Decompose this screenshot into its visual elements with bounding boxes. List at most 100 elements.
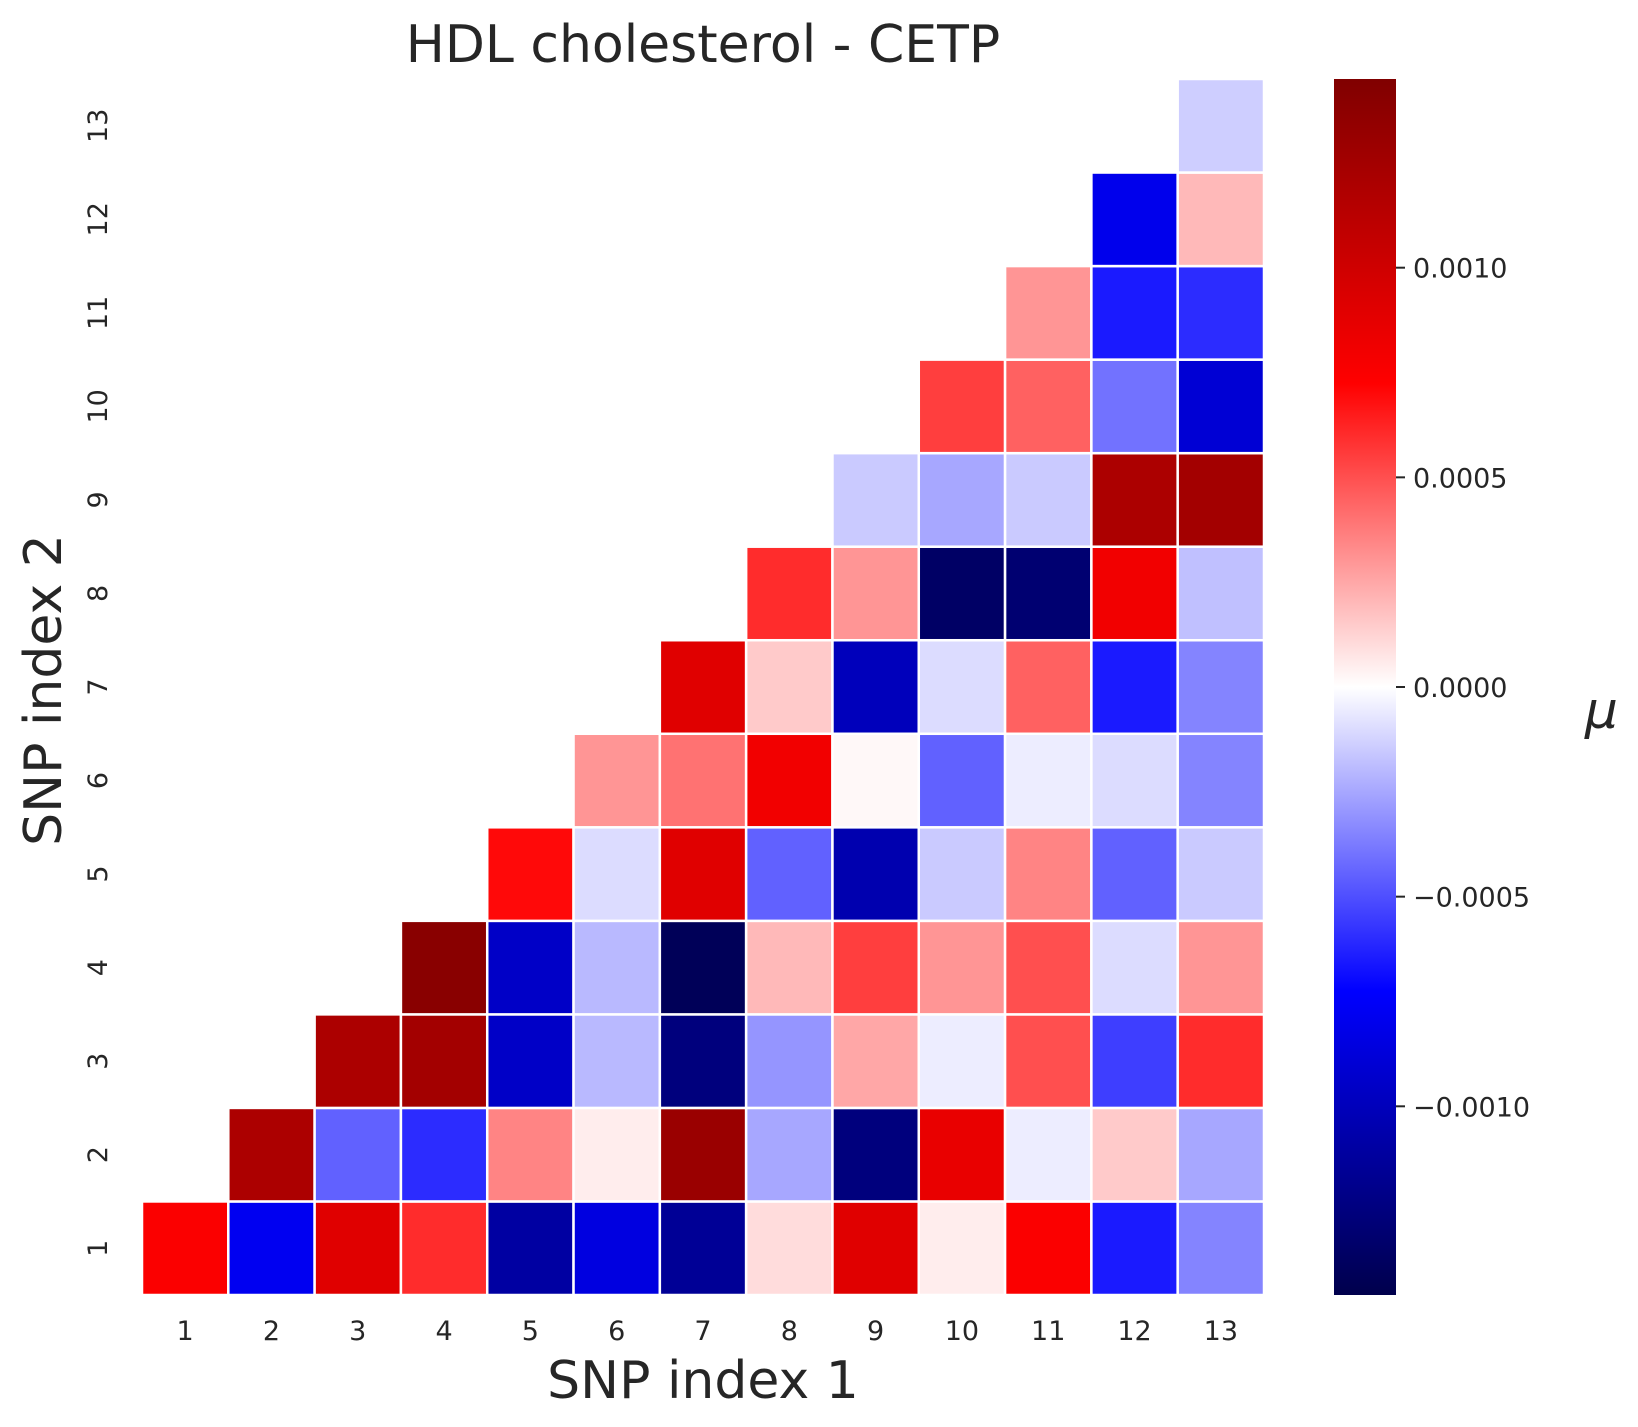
heatmap-cell-10-7 <box>917 638 1007 736</box>
colorbar-tick-label: −0.0005 <box>1413 883 1530 914</box>
x-tick-label: 8 <box>781 1316 798 1347</box>
heatmap-cell-9-5 <box>831 826 921 923</box>
heatmap-cell-13-9 <box>1176 451 1266 548</box>
y-tick-label: 3 <box>83 1053 114 1070</box>
colorbar-tick-label: 0.0000 <box>1413 673 1507 704</box>
heatmap-cell-8-3 <box>744 1013 834 1110</box>
x-tick-label: 6 <box>608 1316 625 1347</box>
x-tick-label: 5 <box>522 1316 539 1347</box>
heatmap-cell-12-10 <box>1090 358 1179 455</box>
heatmap-cell-13-7 <box>1176 638 1266 736</box>
heatmap-cell-9-3 <box>831 1013 921 1110</box>
heatmap-cell-11-5 <box>1003 826 1093 923</box>
x-tick-label: 1 <box>177 1316 194 1347</box>
heatmap-cell-4-3 <box>399 1013 489 1110</box>
y-tick-label: 9 <box>83 491 114 508</box>
heatmap-cell-11-6 <box>1003 732 1093 829</box>
y-tick-label: 5 <box>83 865 114 882</box>
heatmap-cell-7-6 <box>658 732 748 829</box>
heatmap-cell-12-11 <box>1090 264 1179 361</box>
x-tick-label: 2 <box>263 1316 280 1347</box>
heatmap-cell-9-6 <box>831 732 921 829</box>
heatmap-cell-13-6 <box>1176 732 1266 829</box>
heatmap-cell-7-7 <box>658 638 748 736</box>
heatmap-cell-13-10 <box>1176 358 1266 455</box>
heatmap-cell-7-4 <box>658 919 748 1016</box>
heatmap-cell-5-3 <box>485 1013 575 1110</box>
heatmap-cell-1-1 <box>140 1200 230 1297</box>
heatmap-cell-5-4 <box>485 919 575 1016</box>
colorbar-label: μ <box>1584 681 1618 741</box>
y-tick-label: 4 <box>83 959 114 976</box>
heatmap-cell-10-5 <box>917 826 1007 923</box>
x-tick-label: 12 <box>1117 1316 1151 1347</box>
heatmap-cell-10-3 <box>917 1013 1007 1110</box>
heatmap-cell-6-5 <box>572 826 662 923</box>
heatmap-cell-9-1 <box>831 1200 921 1297</box>
x-tick-labels: 1 2 3 4 5 6 7 8 9 10 11 12 13 <box>177 1316 1238 1347</box>
heatmap-cell-11-10 <box>1003 358 1093 455</box>
heatmap-cell-8-4 <box>744 919 834 1016</box>
heatmap-cell-6-1 <box>572 1200 662 1297</box>
heatmap-cell-10-10 <box>917 358 1007 455</box>
heatmap-cell-12-8 <box>1090 545 1179 642</box>
y-tick-label: 8 <box>83 585 114 602</box>
heatmap-cell-9-2 <box>831 1106 921 1203</box>
heatmap-cell-4-2 <box>399 1106 489 1203</box>
y-tick-label: 6 <box>83 772 114 789</box>
heatmap-cell-11-1 <box>1003 1200 1093 1297</box>
heatmap-cell-5-2 <box>485 1106 575 1203</box>
heatmap-cell-4-4 <box>399 919 489 1016</box>
heatmap-cell-13-2 <box>1176 1106 1266 1203</box>
heatmap-cell-10-9 <box>917 451 1007 548</box>
heatmap-cell-13-5 <box>1176 826 1266 923</box>
heatmap-cell-7-1 <box>658 1200 748 1297</box>
heatmap-cell-9-8 <box>831 545 921 642</box>
heatmap-cell-2-1 <box>227 1200 316 1297</box>
x-tick-label: 9 <box>867 1316 884 1347</box>
heatmap-cell-11-7 <box>1003 638 1093 736</box>
heatmap-cell-8-8 <box>744 545 834 642</box>
heatmap-cell-12-9 <box>1090 451 1179 548</box>
heatmap-cell-9-4 <box>831 919 921 1016</box>
heatmap-cell-8-5 <box>744 826 834 923</box>
heatmap-cell-10-6 <box>917 732 1007 829</box>
heatmap-cell-7-5 <box>658 826 748 923</box>
heatmap-cell-8-7 <box>744 638 834 736</box>
colorbar-ticks: 0.0010 0.0005 0.0000 −0.0005 −0.0010 <box>1396 254 1530 1123</box>
heatmap-cell-9-7 <box>831 638 921 736</box>
heatmap-cell-13-1 <box>1176 1200 1266 1297</box>
heatmap-cell-3-1 <box>313 1200 403 1297</box>
heatmap-cell-12-3 <box>1090 1013 1179 1110</box>
heatmap-cell-3-3 <box>313 1013 403 1110</box>
heatmap-cell-13-3 <box>1176 1013 1266 1110</box>
x-tick-label: 11 <box>1031 1316 1065 1347</box>
y-tick-label: 12 <box>83 202 114 236</box>
x-tick-label: 3 <box>349 1316 366 1347</box>
heatmap-cell-13-4 <box>1176 919 1266 1016</box>
heatmap-cell-10-4 <box>917 919 1007 1016</box>
heatmap-cell-8-1 <box>744 1200 834 1297</box>
x-tick-label: 7 <box>694 1316 711 1347</box>
heatmap-cell-10-1 <box>917 1200 1007 1297</box>
heatmap-cell-11-9 <box>1003 451 1093 548</box>
heatmap-cell-12-1 <box>1090 1200 1179 1297</box>
heatmap-cell-6-6 <box>572 732 662 829</box>
heatmap-cell-5-1 <box>485 1200 575 1297</box>
heatmap-cell-11-4 <box>1003 919 1093 1016</box>
heatmap-cell-12-5 <box>1090 826 1179 923</box>
heatmap-cell-8-6 <box>744 732 834 829</box>
heatmap-cell-8-2 <box>744 1106 834 1203</box>
heatmap-cell-13-11 <box>1176 264 1266 361</box>
heatmap-cell-13-12 <box>1176 171 1266 268</box>
y-tick-label: 10 <box>83 389 114 423</box>
y-tick-label: 1 <box>83 1240 114 1257</box>
x-tick-label: 4 <box>435 1316 452 1347</box>
heatmap-cell-9-9 <box>831 451 921 548</box>
heatmap-cell-12-6 <box>1090 732 1179 829</box>
x-axis-title: SNP index 1 <box>547 1351 859 1411</box>
y-tick-label: 11 <box>83 296 114 330</box>
heatmap-cell-6-4 <box>572 919 662 1016</box>
